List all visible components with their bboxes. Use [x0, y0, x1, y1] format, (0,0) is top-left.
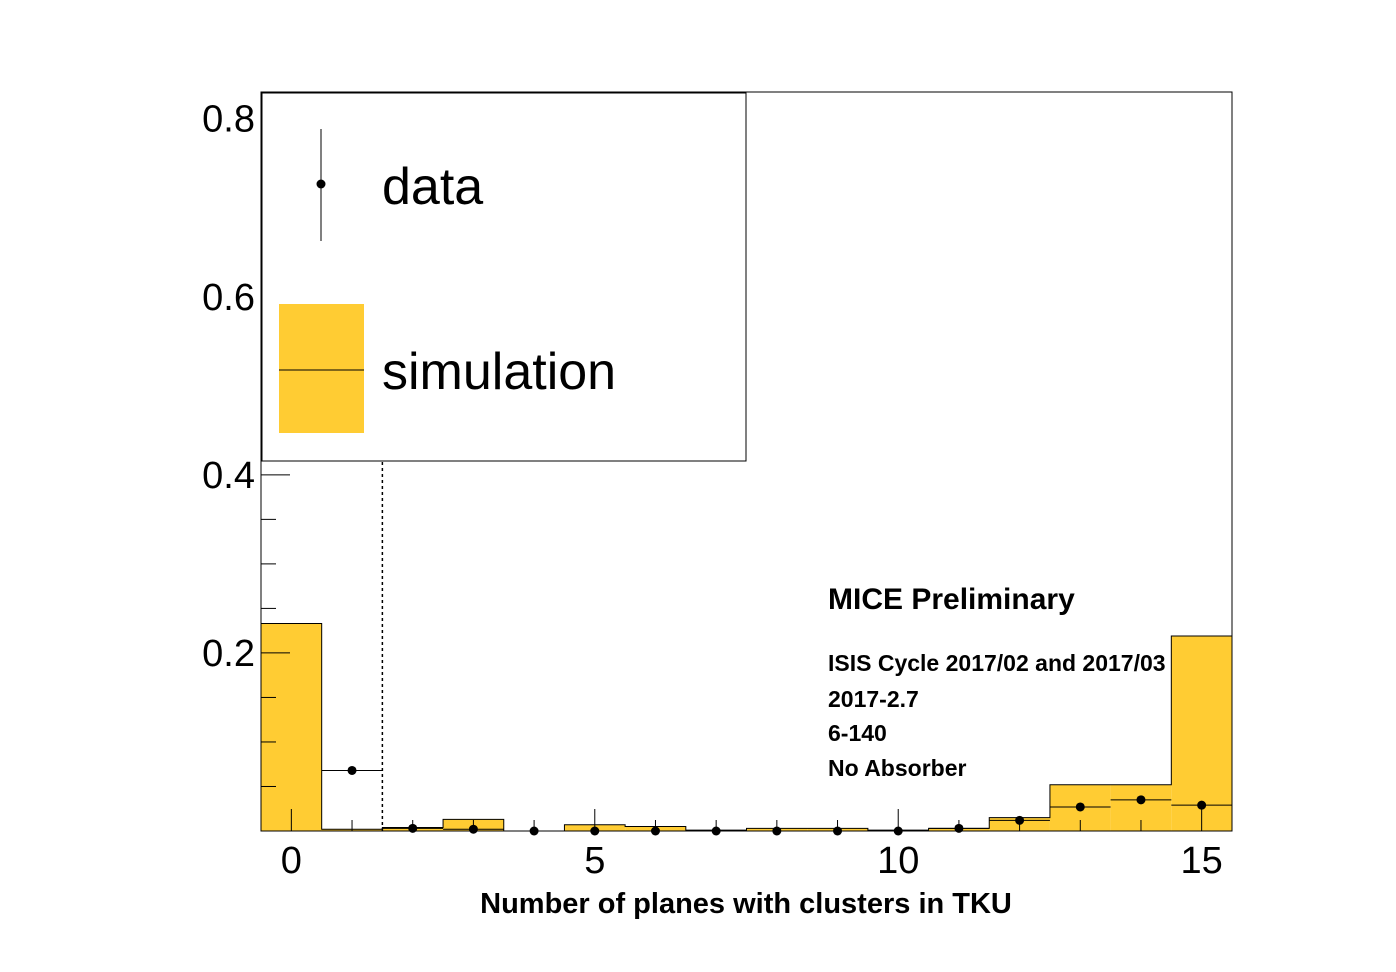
- annotation-line: No Absorber: [828, 755, 966, 781]
- data-point: [1197, 800, 1207, 810]
- x-tick-label: 5: [584, 840, 605, 882]
- x-tick-label: 10: [877, 840, 919, 882]
- legend-data-marker-icon: [316, 179, 326, 189]
- annotation-line: ISIS Cycle 2017/02 and 2017/03: [828, 650, 1166, 676]
- legend-simulation-swatch-icon: [279, 304, 364, 433]
- x-tick-label: 0: [281, 840, 302, 882]
- legend-simulation-label: simulation: [382, 343, 616, 401]
- annotation-title: MICE Preliminary: [828, 583, 1075, 616]
- annotation-line: 6-140: [828, 720, 887, 746]
- y-tick-label: 0.6: [202, 277, 255, 319]
- y-tick-label: 0.8: [202, 99, 255, 141]
- data-point: [1136, 795, 1146, 805]
- data-point: [1075, 802, 1085, 812]
- y-axis: 0.2 0.4 0.6 0.8: [202, 99, 290, 787]
- legend: data simulation: [261, 92, 747, 462]
- legend-box: [261, 92, 747, 462]
- simulation-bar: [261, 623, 322, 831]
- x-axis-title: Number of planes with clusters in TKU: [480, 888, 1012, 920]
- simulation-bar: [1171, 636, 1232, 831]
- y-tick-label: 0.4: [202, 455, 255, 497]
- data-point: [347, 765, 357, 775]
- annotation-block: MICE Preliminary ISIS Cycle 2017/02 and …: [828, 583, 1166, 781]
- plot-frame: [260, 91, 1233, 832]
- x-tick-label: 15: [1181, 840, 1223, 882]
- x-axis: 0 5 10 15: [281, 809, 1223, 882]
- y-tick-label: 0.2: [202, 633, 255, 675]
- annotation-line: 2017-2.7: [828, 686, 919, 712]
- legend-data-label: data: [382, 158, 483, 216]
